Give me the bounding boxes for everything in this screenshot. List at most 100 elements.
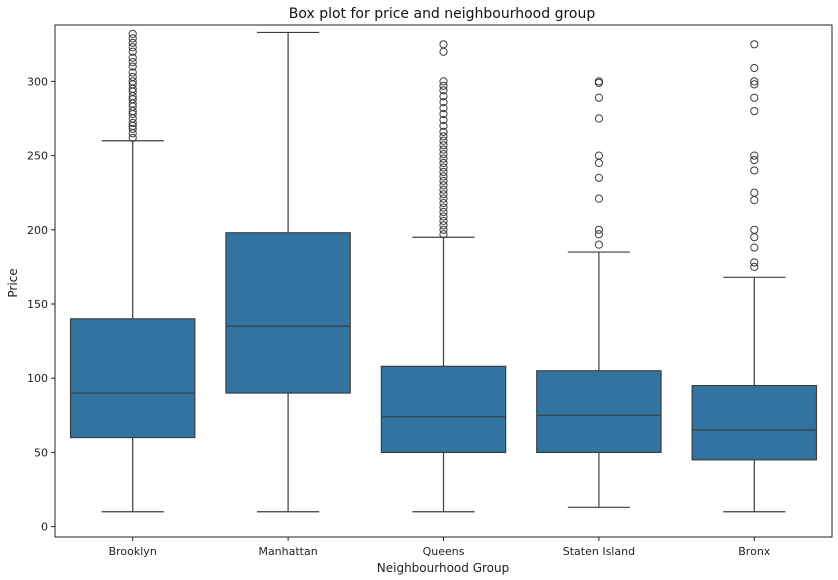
outlier-point — [750, 93, 759, 102]
outlier-point — [750, 80, 759, 89]
outlier-point — [128, 53, 137, 62]
outlier-point — [439, 190, 448, 199]
outlier-point — [439, 163, 448, 172]
box-manhattan — [225, 31, 351, 513]
outlier-point — [439, 109, 448, 119]
outlier-point — [439, 154, 448, 163]
outlier-point — [128, 34, 137, 43]
outlier-point — [439, 185, 448, 194]
outlier-point — [128, 133, 137, 142]
y-tick-label: 100 — [27, 372, 48, 385]
outlier-point — [750, 262, 759, 272]
x-tick-label: Bronx — [738, 545, 771, 558]
outlier-point — [594, 93, 604, 102]
outlier-point — [439, 104, 448, 113]
chart-title: Box plot for price and neighbourhood gro… — [289, 6, 596, 22]
outlier-point — [439, 145, 448, 154]
outlier-point — [594, 158, 604, 168]
outlier-point — [750, 243, 759, 252]
outlier-point — [439, 172, 448, 181]
y-tick-label: 150 — [27, 298, 48, 311]
outlier-point — [594, 151, 604, 160]
y-tick-label: 0 — [41, 521, 48, 534]
outlier-point — [128, 38, 137, 47]
x-tick-label: Manhattan — [258, 545, 317, 558]
outlier-point — [439, 212, 448, 221]
outlier-point — [439, 194, 448, 203]
iqr-box — [69, 318, 196, 439]
outlier-point — [439, 181, 448, 190]
box-series — [69, 29, 818, 513]
x-tick-label: Staten Island — [563, 545, 635, 558]
outlier-point — [439, 150, 448, 159]
outlier-point — [750, 151, 759, 160]
outlier-point — [594, 77, 604, 86]
outlier-point — [750, 77, 759, 86]
outlier-point — [128, 72, 137, 82]
outlier-point — [439, 81, 448, 90]
box-queens — [380, 40, 507, 513]
y-axis-label: Price — [6, 268, 20, 297]
outlier-point — [750, 225, 759, 234]
outlier-point — [128, 118, 137, 128]
iqr-box — [536, 370, 662, 454]
outlier-point — [439, 158, 448, 168]
outlier-point — [750, 106, 759, 116]
box-brooklyn — [69, 29, 196, 513]
x-axis: Brooklyn Manhattan Queens Staten Island Bron… — [109, 537, 771, 558]
outlier-point — [439, 207, 448, 217]
outlier-point — [439, 176, 448, 185]
outlier-point — [439, 86, 448, 95]
box-bronx — [691, 40, 818, 513]
outlier-point — [750, 258, 759, 267]
outlier-point — [128, 77, 137, 86]
outlier-point — [750, 233, 759, 242]
outlier-point — [128, 43, 137, 52]
outlier-point — [439, 40, 448, 49]
y-tick-label: 250 — [27, 150, 48, 163]
outlier-point — [128, 68, 137, 77]
y-tick-label: 200 — [27, 224, 48, 237]
iqr-box — [380, 365, 507, 454]
outlier-point — [439, 203, 448, 212]
outlier-point — [750, 166, 759, 175]
x-axis-label: Neighbourhood Group — [377, 561, 509, 575]
outlier-point — [594, 230, 604, 239]
outlier-point — [128, 29, 137, 39]
outlier-point — [594, 240, 604, 249]
outlier-point — [439, 127, 448, 136]
outlier-point — [439, 121, 448, 131]
outlier-point — [750, 196, 759, 205]
x-tick-label: Brooklyn — [109, 545, 157, 558]
outlier-point — [439, 77, 448, 86]
outlier-point — [128, 124, 137, 133]
iqr-box — [225, 232, 351, 394]
outlier-point — [594, 225, 604, 234]
outlier-point — [128, 47, 137, 56]
outlier-point — [750, 188, 759, 197]
outlier-point — [128, 58, 137, 67]
outlier-point — [750, 40, 759, 49]
outlier-point — [439, 198, 448, 208]
y-tick-label: 300 — [27, 75, 48, 88]
outlier-point — [439, 230, 448, 239]
outlier-point — [439, 225, 448, 234]
outlier-point — [128, 62, 137, 71]
outlier-point — [439, 141, 448, 150]
outlier-point — [594, 173, 604, 182]
outlier-point — [594, 114, 604, 123]
outlier-point — [439, 221, 448, 230]
outlier-point — [439, 136, 448, 145]
x-tick-label: Queens — [423, 545, 465, 558]
outlier-point — [439, 216, 448, 225]
outlier-point — [594, 194, 604, 203]
box-staten-island — [536, 77, 662, 508]
iqr-box — [691, 385, 818, 461]
outlier-point — [439, 132, 448, 141]
outlier-point — [439, 98, 448, 107]
outlier-point — [439, 167, 448, 177]
outlier-point — [750, 63, 759, 73]
y-tick-label: 50 — [34, 446, 48, 459]
outlier-point — [439, 47, 448, 56]
